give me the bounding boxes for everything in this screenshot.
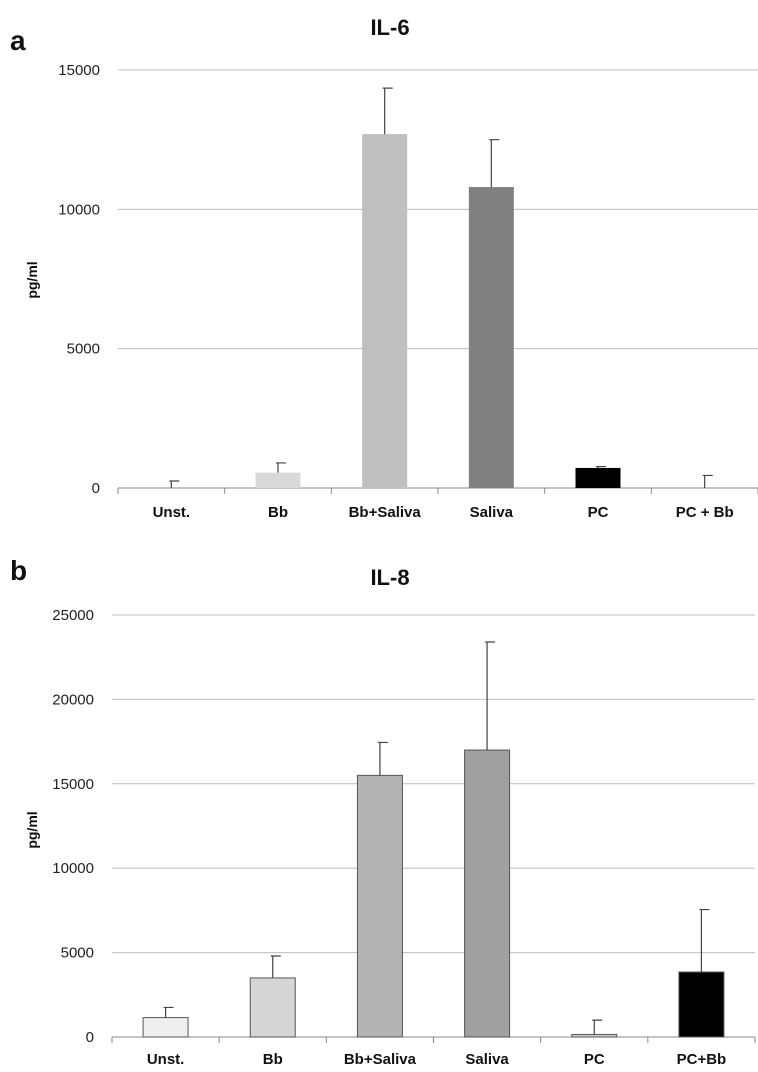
panel-a-y-ticks: 0 5000 10000 15000 <box>58 62 100 497</box>
panel-a-error-bars <box>169 87 713 488</box>
panel-a-category-label-3: Saliva <box>470 504 514 521</box>
panel-a-chart: a IL-6 pg/ml 0 5000 10000 15000 Unst. Bb Bb+S… <box>10 15 758 521</box>
panel-b-error-bar-3 <box>485 641 496 751</box>
panel-a-gridlines <box>117 69 758 494</box>
panel-a-y-axis-label: pg/ml <box>24 261 40 298</box>
panel-a-y-tick-label: 10000 <box>58 201 100 218</box>
panel-b-category-label-1: Bb <box>263 1051 283 1068</box>
panel-b-y-tick-label: 10000 <box>52 860 94 877</box>
panel-a-y-tick-label: 5000 <box>67 341 100 358</box>
panel-a-category-label-2: Bb+Saliva <box>349 504 422 521</box>
panel-a-category-label-0: Unst. <box>153 504 191 521</box>
panel-a-error-bar-1 <box>276 462 286 473</box>
panel-a-title: IL-6 <box>370 15 409 40</box>
panel-b-category-label-0: Unst. <box>147 1051 185 1068</box>
panel-b-chart: b IL-8 pg/ml 0 5000 10000 15000 20000 25000 U… <box>10 555 756 1068</box>
panel-a-category-label-4: PC <box>588 504 609 521</box>
panel-a-error-bar-0 <box>169 480 180 488</box>
panel-b-category-labels: Unst. Bb Bb+Saliva Saliva PC PC+Bb <box>147 1051 726 1068</box>
panel-b-category-label-2: Bb+Saliva <box>344 1051 417 1068</box>
panel-a-bar-1 <box>255 472 301 488</box>
panel-a-category-labels: Unst. Bb Bb+Saliva Saliva PC PC + Bb <box>153 504 734 521</box>
panel-b-gridlines <box>111 614 756 1043</box>
panel-a-bar-2 <box>362 134 408 489</box>
panel-b-y-ticks: 0 5000 10000 15000 20000 25000 <box>52 607 94 1046</box>
panel-b-y-tick-label: 25000 <box>52 607 94 624</box>
panel-b-title: IL-8 <box>370 565 409 590</box>
panel-b-bar-4 <box>571 1033 618 1038</box>
panel-b-category-label-4: PC <box>584 1051 605 1068</box>
panel-a-y-tick-label: 0 <box>92 480 100 497</box>
panel-a-error-bar-5 <box>702 474 713 488</box>
panel-a-error-bar-3 <box>489 139 500 188</box>
panel-a-bars <box>255 134 621 489</box>
panel-a-y-tick-label: 15000 <box>58 62 100 79</box>
panel-b-y-tick-label: 20000 <box>52 691 94 708</box>
panel-b-error-bar-2 <box>377 741 388 776</box>
panel-a-error-bar-2 <box>382 87 393 135</box>
panel-b-bars <box>142 749 725 1038</box>
panel-b-bar-1 <box>249 977 296 1038</box>
panel-b-y-axis-label: pg/ml <box>24 811 40 848</box>
panel-b-label: b <box>10 555 27 586</box>
panel-b-bar-5 <box>678 971 725 1038</box>
panel-b-y-tick-label: 15000 <box>52 776 94 793</box>
panel-b-bar-2 <box>356 774 403 1038</box>
panel-b-bar-3 <box>464 749 511 1038</box>
panel-b-error-bar-5 <box>699 908 710 973</box>
panel-a-category-label-1: Bb <box>268 504 288 521</box>
panel-b-error-bars <box>163 641 710 1035</box>
panel-b-y-tick-label: 5000 <box>61 945 94 962</box>
panel-b-error-bar-4 <box>592 1019 603 1035</box>
panel-b-error-bar-1 <box>270 955 281 978</box>
panel-a-bar-4 <box>575 467 621 488</box>
panel-a-error-bar-4 <box>596 465 606 468</box>
panel-b-category-label-3: Saliva <box>465 1051 509 1068</box>
panel-b-bar-0 <box>142 1017 189 1038</box>
panel-b-error-bar-0 <box>163 1006 174 1018</box>
panel-b-y-tick-label: 0 <box>86 1029 94 1046</box>
panel-a-category-label-5: PC + Bb <box>676 504 734 521</box>
panel-b-category-label-5: PC+Bb <box>677 1051 727 1068</box>
panel-a-bar-3 <box>468 187 514 489</box>
panel-a-label: a <box>10 25 26 56</box>
